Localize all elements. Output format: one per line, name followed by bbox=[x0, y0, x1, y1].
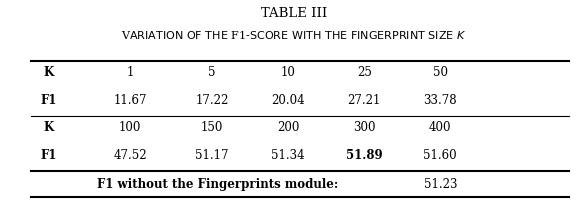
Text: 5: 5 bbox=[208, 66, 216, 79]
Text: 47.52: 47.52 bbox=[113, 149, 147, 162]
Text: 51.34: 51.34 bbox=[271, 149, 305, 162]
Text: V$\rm{ARIATION\ OF\ THE\ }$F1-$\rm{SCORE\ WITH\ THE\ FINGERPRINT\ SIZE\ }$$\it{K: V$\rm{ARIATION\ OF\ THE\ }$F1-$\rm{SCORE… bbox=[121, 29, 467, 41]
Text: F1 without the Fingerprints module:: F1 without the Fingerprints module: bbox=[97, 178, 339, 191]
Text: 25: 25 bbox=[357, 66, 372, 79]
Text: 17.22: 17.22 bbox=[195, 94, 229, 106]
Text: 51.60: 51.60 bbox=[423, 149, 457, 162]
Text: 400: 400 bbox=[429, 121, 452, 134]
Text: 150: 150 bbox=[201, 121, 223, 134]
Text: 51.17: 51.17 bbox=[195, 149, 229, 162]
Text: F1: F1 bbox=[40, 94, 56, 106]
Text: 1: 1 bbox=[126, 66, 134, 79]
Text: 20.04: 20.04 bbox=[271, 94, 305, 106]
Text: K: K bbox=[43, 66, 54, 79]
Text: 27.21: 27.21 bbox=[348, 94, 381, 106]
Text: 50: 50 bbox=[433, 66, 448, 79]
Text: 100: 100 bbox=[119, 121, 141, 134]
Text: F1: F1 bbox=[40, 149, 56, 162]
Text: 300: 300 bbox=[353, 121, 376, 134]
Text: 51.89: 51.89 bbox=[346, 149, 383, 162]
Text: 11.67: 11.67 bbox=[113, 94, 147, 106]
Text: K: K bbox=[43, 121, 54, 134]
Text: 51.23: 51.23 bbox=[423, 178, 457, 191]
Text: 33.78: 33.78 bbox=[423, 94, 457, 106]
Text: TABLE III: TABLE III bbox=[261, 7, 327, 20]
Text: 10: 10 bbox=[280, 66, 296, 79]
Text: 200: 200 bbox=[277, 121, 299, 134]
